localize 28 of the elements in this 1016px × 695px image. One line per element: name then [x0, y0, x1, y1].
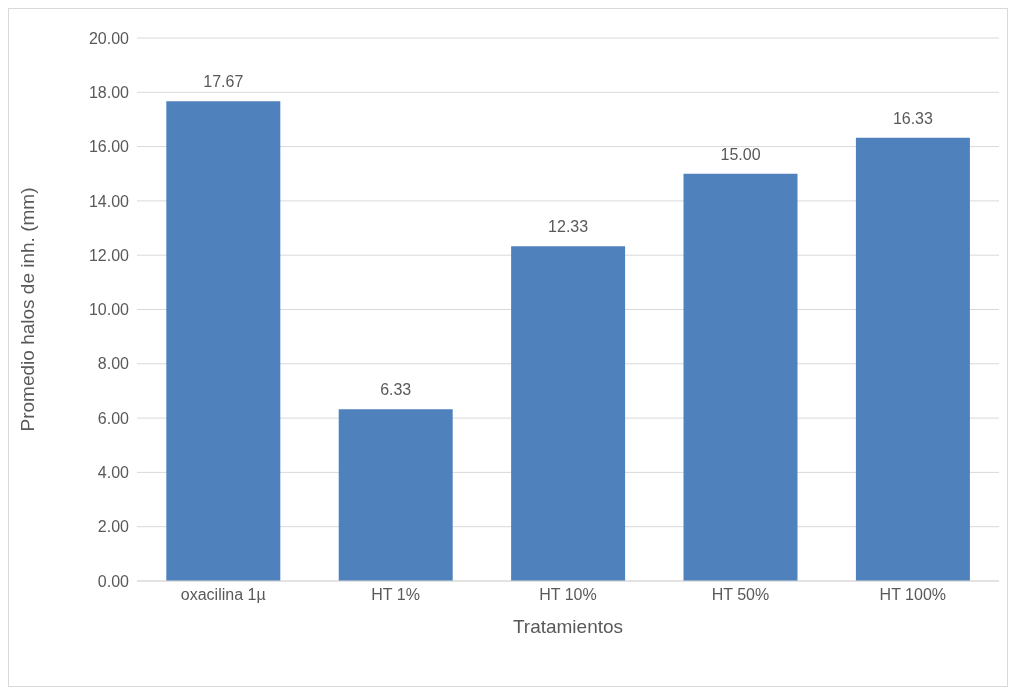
bar [855, 137, 970, 581]
y-tick-label: 4.00 [97, 464, 130, 482]
data-label: 6.33 [380, 381, 412, 399]
x-tick-label: HT 1% [371, 586, 420, 604]
x-tick-label: HT 50% [711, 586, 770, 604]
y-tick-label: 14.00 [88, 192, 130, 210]
bar [166, 101, 281, 581]
bar [511, 246, 626, 581]
x-axis-title: Tratamientos [512, 616, 624, 637]
data-label: 15.00 [720, 145, 761, 163]
y-tick-label: 0.00 [97, 572, 130, 590]
y-tick-label: 6.00 [97, 409, 130, 427]
y-tick-label: 12.00 [88, 246, 130, 264]
x-tick-label: oxacilina 1µ [180, 586, 266, 604]
x-tick-label: HT 10% [539, 586, 597, 604]
y-tick-label: 20.00 [88, 29, 130, 47]
x-tick-label: HT 100% [879, 586, 946, 604]
y-tick-label: 10.00 [88, 301, 130, 319]
y-tick-label: 18.00 [88, 83, 130, 101]
y-tick-label: 2.00 [97, 518, 130, 536]
bar [338, 409, 453, 581]
y-tick-label: 8.00 [97, 355, 130, 373]
data-label: 12.33 [548, 218, 589, 236]
y-axis-title: Promedio halos de inh. (mm) [16, 187, 38, 432]
y-tick-label: 16.00 [88, 138, 130, 156]
data-label: 17.67 [203, 73, 244, 91]
bar [683, 173, 798, 581]
data-label: 16.33 [892, 109, 934, 127]
